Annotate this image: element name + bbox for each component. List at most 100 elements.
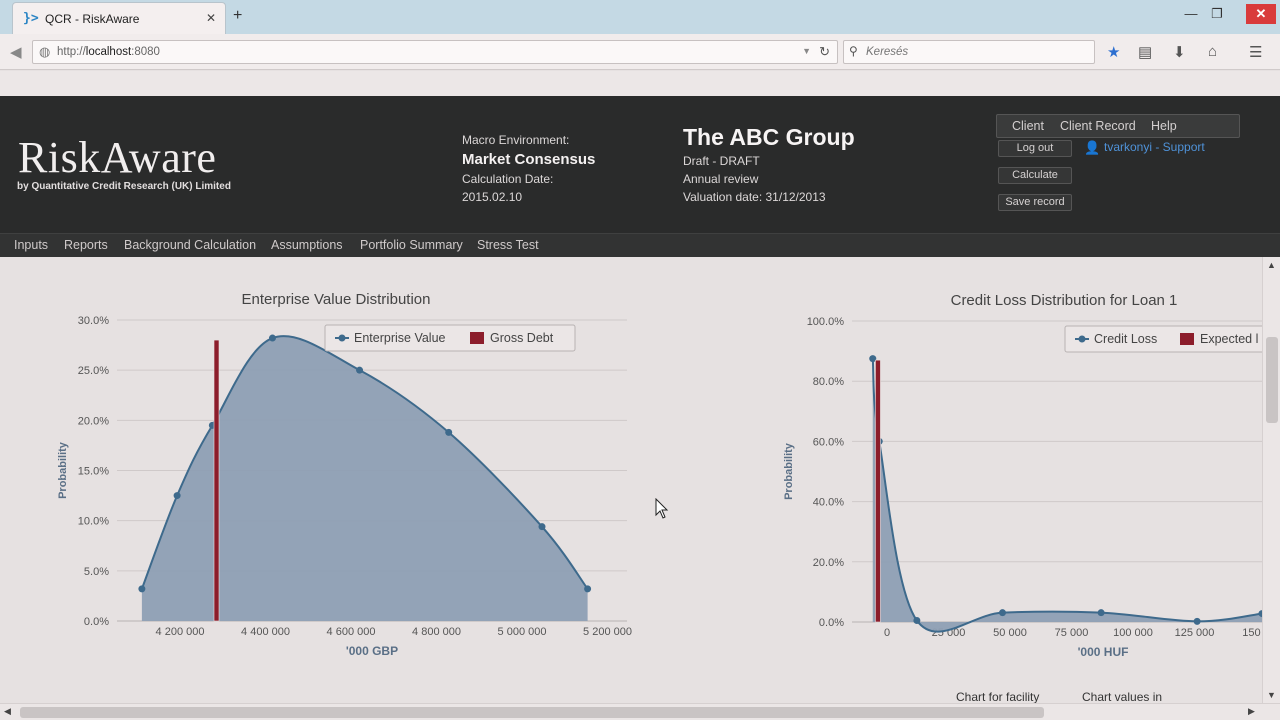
- close-tab-icon[interactable]: ✕: [205, 11, 216, 25]
- hscroll-thumb[interactable]: [20, 707, 1044, 718]
- calculate-button[interactable]: Calculate: [998, 167, 1072, 184]
- browser-tab[interactable]: }> QCR - RiskAware ✕: [12, 2, 226, 34]
- x-tick-label: 4 800 000: [412, 626, 461, 638]
- bookmark-star-icon[interactable]: ★: [1107, 44, 1121, 61]
- app-logo: RiskAware: [18, 133, 217, 182]
- y-tick-label: 30.0%: [78, 315, 109, 327]
- y-tick-label: 40.0%: [813, 497, 844, 509]
- window-close-icon[interactable]: ✕: [1246, 4, 1276, 24]
- valuation-date: Valuation date: 31/12/2013: [683, 190, 826, 204]
- logout-button[interactable]: Log out: [998, 140, 1072, 157]
- y-tick-label: 5.0%: [84, 566, 109, 578]
- x-tick-label: 100 000: [1113, 627, 1153, 639]
- y-tick-label: 0.0%: [84, 616, 109, 628]
- mouse-cursor-icon: [655, 498, 669, 519]
- calc-date-label: Calculation Date:: [462, 172, 554, 186]
- nav-background-calculation[interactable]: Background Calculation: [124, 238, 257, 252]
- y-tick-label: 10.0%: [78, 516, 109, 528]
- y-tick-label: 0.0%: [819, 617, 844, 629]
- minimize-icon[interactable]: —: [1184, 6, 1198, 21]
- enterprise-value-chart: Enterprise Value Distribution 0.0% 5.0% 10.…: [57, 291, 632, 658]
- y-tick-label: 60.0%: [813, 436, 844, 448]
- y-tick-label: 20.0%: [78, 415, 109, 427]
- x-tick-label: 150 0: [1242, 627, 1262, 639]
- macro-value: Market Consensus: [462, 151, 596, 168]
- horizontal-scrollbar[interactable]: ◀ ▶: [0, 703, 1280, 720]
- user-link[interactable]: tvarkonyi - Support: [1104, 140, 1205, 154]
- legend-bar-swatch: [1180, 333, 1194, 345]
- back-arrow-icon[interactable]: ◀: [10, 44, 22, 61]
- chart-title: Enterprise Value Distribution: [242, 291, 431, 308]
- y-axis-label: Probability: [783, 442, 795, 500]
- draft-status: Draft - DRAFT: [683, 154, 760, 168]
- url-text[interactable]: http://localhost:8080: [57, 46, 160, 58]
- page-top-gap: [0, 71, 1280, 96]
- menu-client[interactable]: Client: [1012, 119, 1044, 133]
- vertical-scrollbar[interactable]: ▲ ▼: [1262, 257, 1280, 703]
- scroll-down-icon[interactable]: ▼: [1267, 690, 1276, 700]
- dropdown-icon[interactable]: ▼: [802, 46, 811, 56]
- nav-assumptions[interactable]: Assumptions: [271, 238, 343, 252]
- company-name: The ABC Group: [683, 124, 855, 150]
- data-point: [268, 334, 276, 342]
- x-tick-label: 5 200 000: [583, 626, 632, 638]
- browser-toolbar: ◀ ◍ http://localhost:8080 ▼ ↻ ⚲ ★ ▤ ⬇ ⌂ …: [0, 34, 1280, 70]
- download-icon[interactable]: ⬇: [1173, 44, 1186, 61]
- y-tick-label: 20.0%: [813, 557, 844, 569]
- scroll-right-icon[interactable]: ▶: [1248, 706, 1255, 716]
- chart-title: Credit Loss Distribution for Loan 1: [951, 292, 1178, 309]
- x-tick-label: 4 400 000: [241, 626, 290, 638]
- legend-box: [324, 324, 576, 352]
- legend-label: Expected l: [1200, 332, 1258, 346]
- scroll-thumb[interactable]: [1266, 337, 1278, 423]
- x-tick-label: 75 000: [1055, 627, 1089, 639]
- x-tick-label: 125 000: [1175, 627, 1215, 639]
- legend-point-swatch: [1078, 335, 1086, 343]
- nav-stress-test[interactable]: Stress Test: [477, 238, 539, 252]
- menu-help[interactable]: Help: [1151, 119, 1177, 133]
- nav-reports[interactable]: Reports: [64, 238, 108, 252]
- data-point: [999, 609, 1007, 617]
- header-menu: Client Client Record Help: [996, 114, 1240, 138]
- home-icon[interactable]: ⌂: [1208, 43, 1218, 60]
- chart-values-label: Chart values in: [1082, 690, 1163, 704]
- restore-icon[interactable]: ❐: [1211, 6, 1223, 21]
- calc-date-value: 2015.02.10: [462, 190, 523, 204]
- data-point: [445, 428, 453, 436]
- reading-list-icon[interactable]: ▤: [1138, 44, 1153, 61]
- series-area: [141, 336, 588, 621]
- scroll-up-icon[interactable]: ▲: [1267, 260, 1276, 270]
- y-tick-label: 80.0%: [813, 376, 844, 388]
- new-tab-icon[interactable]: +: [233, 7, 243, 24]
- data-point: [1097, 609, 1105, 617]
- data-point: [1193, 617, 1201, 625]
- nav-portfolio-summary[interactable]: Portfolio Summary: [360, 238, 463, 252]
- search-box[interactable]: ⚲: [843, 40, 1095, 64]
- data-point: [913, 616, 921, 624]
- y-tick-label: 25.0%: [78, 365, 109, 377]
- chart-facility-label: Chart for facility: [956, 690, 1040, 704]
- scroll-left-icon[interactable]: ◀: [4, 706, 11, 716]
- nav-inputs[interactable]: Inputs: [14, 238, 49, 252]
- save-record-button[interactable]: Save record: [998, 194, 1072, 211]
- x-axis-label: '000 GBP: [346, 644, 398, 658]
- marker-bar: [213, 339, 220, 622]
- legend-label: Gross Debt: [490, 331, 554, 345]
- search-input[interactable]: [866, 44, 1088, 60]
- legend-point-swatch: [338, 334, 346, 342]
- data-point: [538, 523, 546, 531]
- logo-subtitle: by Quantitative Credit Research (UK) Lim…: [17, 181, 231, 192]
- data-point: [1258, 610, 1262, 618]
- app-nav-bar: Inputs Reports Background Calculation As…: [0, 233, 1280, 257]
- y-tick-label: 100.0%: [807, 316, 845, 328]
- app-header: RiskAware by Quantitative Credit Researc…: [0, 96, 1280, 233]
- reload-icon[interactable]: ↻: [819, 44, 830, 59]
- user-icon: 👤: [1084, 140, 1101, 155]
- menu-client-record[interactable]: Client Record: [1060, 119, 1136, 133]
- tab-title: QCR - RiskAware: [45, 12, 140, 26]
- series-line: [871, 358, 1262, 633]
- url-bar[interactable]: ◍ http://localhost:8080 ▼ ↻: [32, 40, 838, 64]
- hamburger-menu-icon[interactable]: ☰: [1249, 44, 1263, 61]
- x-tick-label: 5 000 000: [498, 626, 547, 638]
- x-axis-label: '000 HUF: [1078, 645, 1129, 659]
